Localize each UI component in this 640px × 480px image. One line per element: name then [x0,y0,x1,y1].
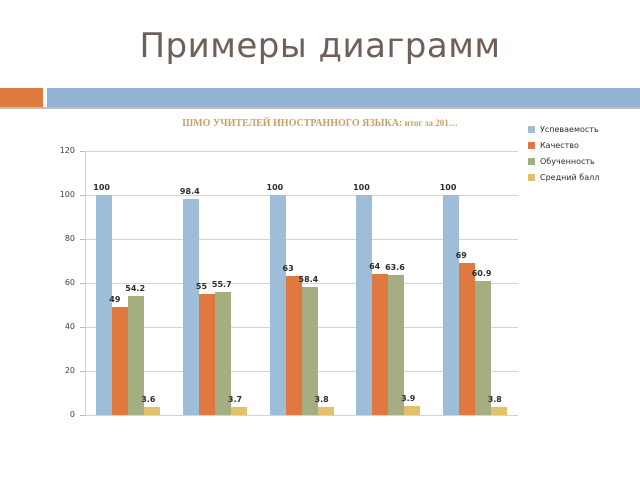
gridline [85,283,518,284]
bar-5-4[interactable] [490,406,507,415]
header-bar [47,88,640,107]
bar-5-2[interactable] [458,263,475,415]
bar-4-4[interactable] [404,406,421,415]
bar-5-3[interactable] [474,281,491,415]
y-axis-tick [80,327,85,328]
bar-value-label: 3.8 [314,394,329,404]
legend-swatch-icon [528,125,535,133]
legend-item-label: Успеваемость [540,124,599,134]
gridline [85,239,518,240]
bar-5-1[interactable] [442,195,459,415]
bar-1-3[interactable] [128,295,145,415]
y-axis-tick-labels: 120 100 80 60 40 20 0 [30,112,75,442]
header-decoration [0,88,640,110]
bar-value-label: 3.6 [141,395,156,405]
legend-item-4[interactable]: Средний балл [528,169,640,185]
bar-value-label: 63 [282,264,294,274]
bar-value-label: 69 [455,251,467,261]
legend-item-label: Качество [540,140,579,150]
bar-value-label: 98.4 [179,186,200,196]
bar-value-label: 55 [195,282,208,291]
legend-item-label: Обученность [540,156,595,166]
gridline [85,151,518,152]
bar-value-label: 3.8 [487,394,502,404]
y-axis-tick [80,415,85,416]
plot-area: 100 49 54.2 3.6 98.4 55 55.7 3.7 100 63 58.4 3.8 100… [85,151,518,416]
bar-3-2[interactable] [285,276,302,415]
bar-value-label: 100 [266,183,284,192]
bar-value-label: 64 [369,262,381,272]
legend-swatch-icon [528,173,535,181]
chart-title: ШМО УЧИТЕЛЕЙ ИНОСТРАННОГО ЯЗЫКА: итог за… [0,118,640,129]
bar-2-3[interactable] [214,292,231,415]
y-axis-tick-label: 60 [64,278,75,287]
legend-swatch-icon [528,141,535,149]
legend-swatch-icon [528,157,535,165]
gridline [85,195,518,196]
y-axis-tick-label: 20 [64,366,75,375]
bar-value-label: 100 [439,183,457,192]
bar-1-4[interactable] [144,407,161,415]
chart-title-main: ШМО УЧИТЕЛЕЙ ИНОСТРАННОГО ЯЗЫКА: [182,118,403,129]
header-bar-shadow [0,107,640,109]
y-axis-tick [80,195,85,196]
bar-value-label: 100 [93,183,110,192]
bar-3-1[interactable] [269,195,286,415]
bar-1-1[interactable] [96,195,113,415]
bar-4-2[interactable] [372,274,389,415]
y-axis-tick [80,151,85,152]
bar-3-3[interactable] [301,286,318,415]
legend-item-1[interactable]: Успеваемость [528,121,640,137]
chart[interactable]: ШМО УЧИТЕЛЕЙ ИНОСТРАННОГО ЯЗЫКА: итог за… [0,112,640,442]
bar-value-label: 60.9 [471,269,492,279]
y-axis-tick-label: 120 [59,146,75,155]
bar-value-label: 100 [353,183,370,192]
bar-value-label: 3.7 [227,394,243,404]
bar-1-2[interactable] [112,307,129,415]
gridline [85,415,518,416]
bar-value-label: 49 [109,295,121,305]
bar-value-label: 3.9 [401,394,416,404]
bar-2-1[interactable] [182,198,199,415]
bar-4-3[interactable] [388,275,405,415]
chart-title-tail: итог за 201… [402,118,458,128]
y-axis-tick [80,283,85,284]
y-axis-tick [80,371,85,372]
bar-value-label: 58.4 [298,274,319,284]
y-axis-tick-label: 40 [64,322,75,331]
bar-3-4[interactable] [317,406,334,415]
bar-value-label: 54.2 [125,283,146,293]
y-axis-tick-label: 100 [59,190,75,199]
y-axis-tick [80,239,85,240]
bar-2-2[interactable] [198,294,215,415]
header-accent-block [0,88,43,107]
legend-item-label: Средний балл [540,172,600,182]
chart-legend: Успеваемость Качество Обученность Средний б… [528,121,640,185]
bar-value-label: 63.6 [385,263,405,273]
y-axis-tick-label: 80 [64,234,75,243]
page-title: Примеры диаграмм [139,26,501,66]
y-axis-tick-label: 0 [69,410,75,419]
bar-2-4[interactable] [230,406,247,415]
legend-item-3[interactable]: Обученность [528,153,640,169]
legend-item-2[interactable]: Качество [528,137,640,153]
bar-4-1[interactable] [356,195,373,415]
bar-value-label: 55.7 [211,280,232,290]
